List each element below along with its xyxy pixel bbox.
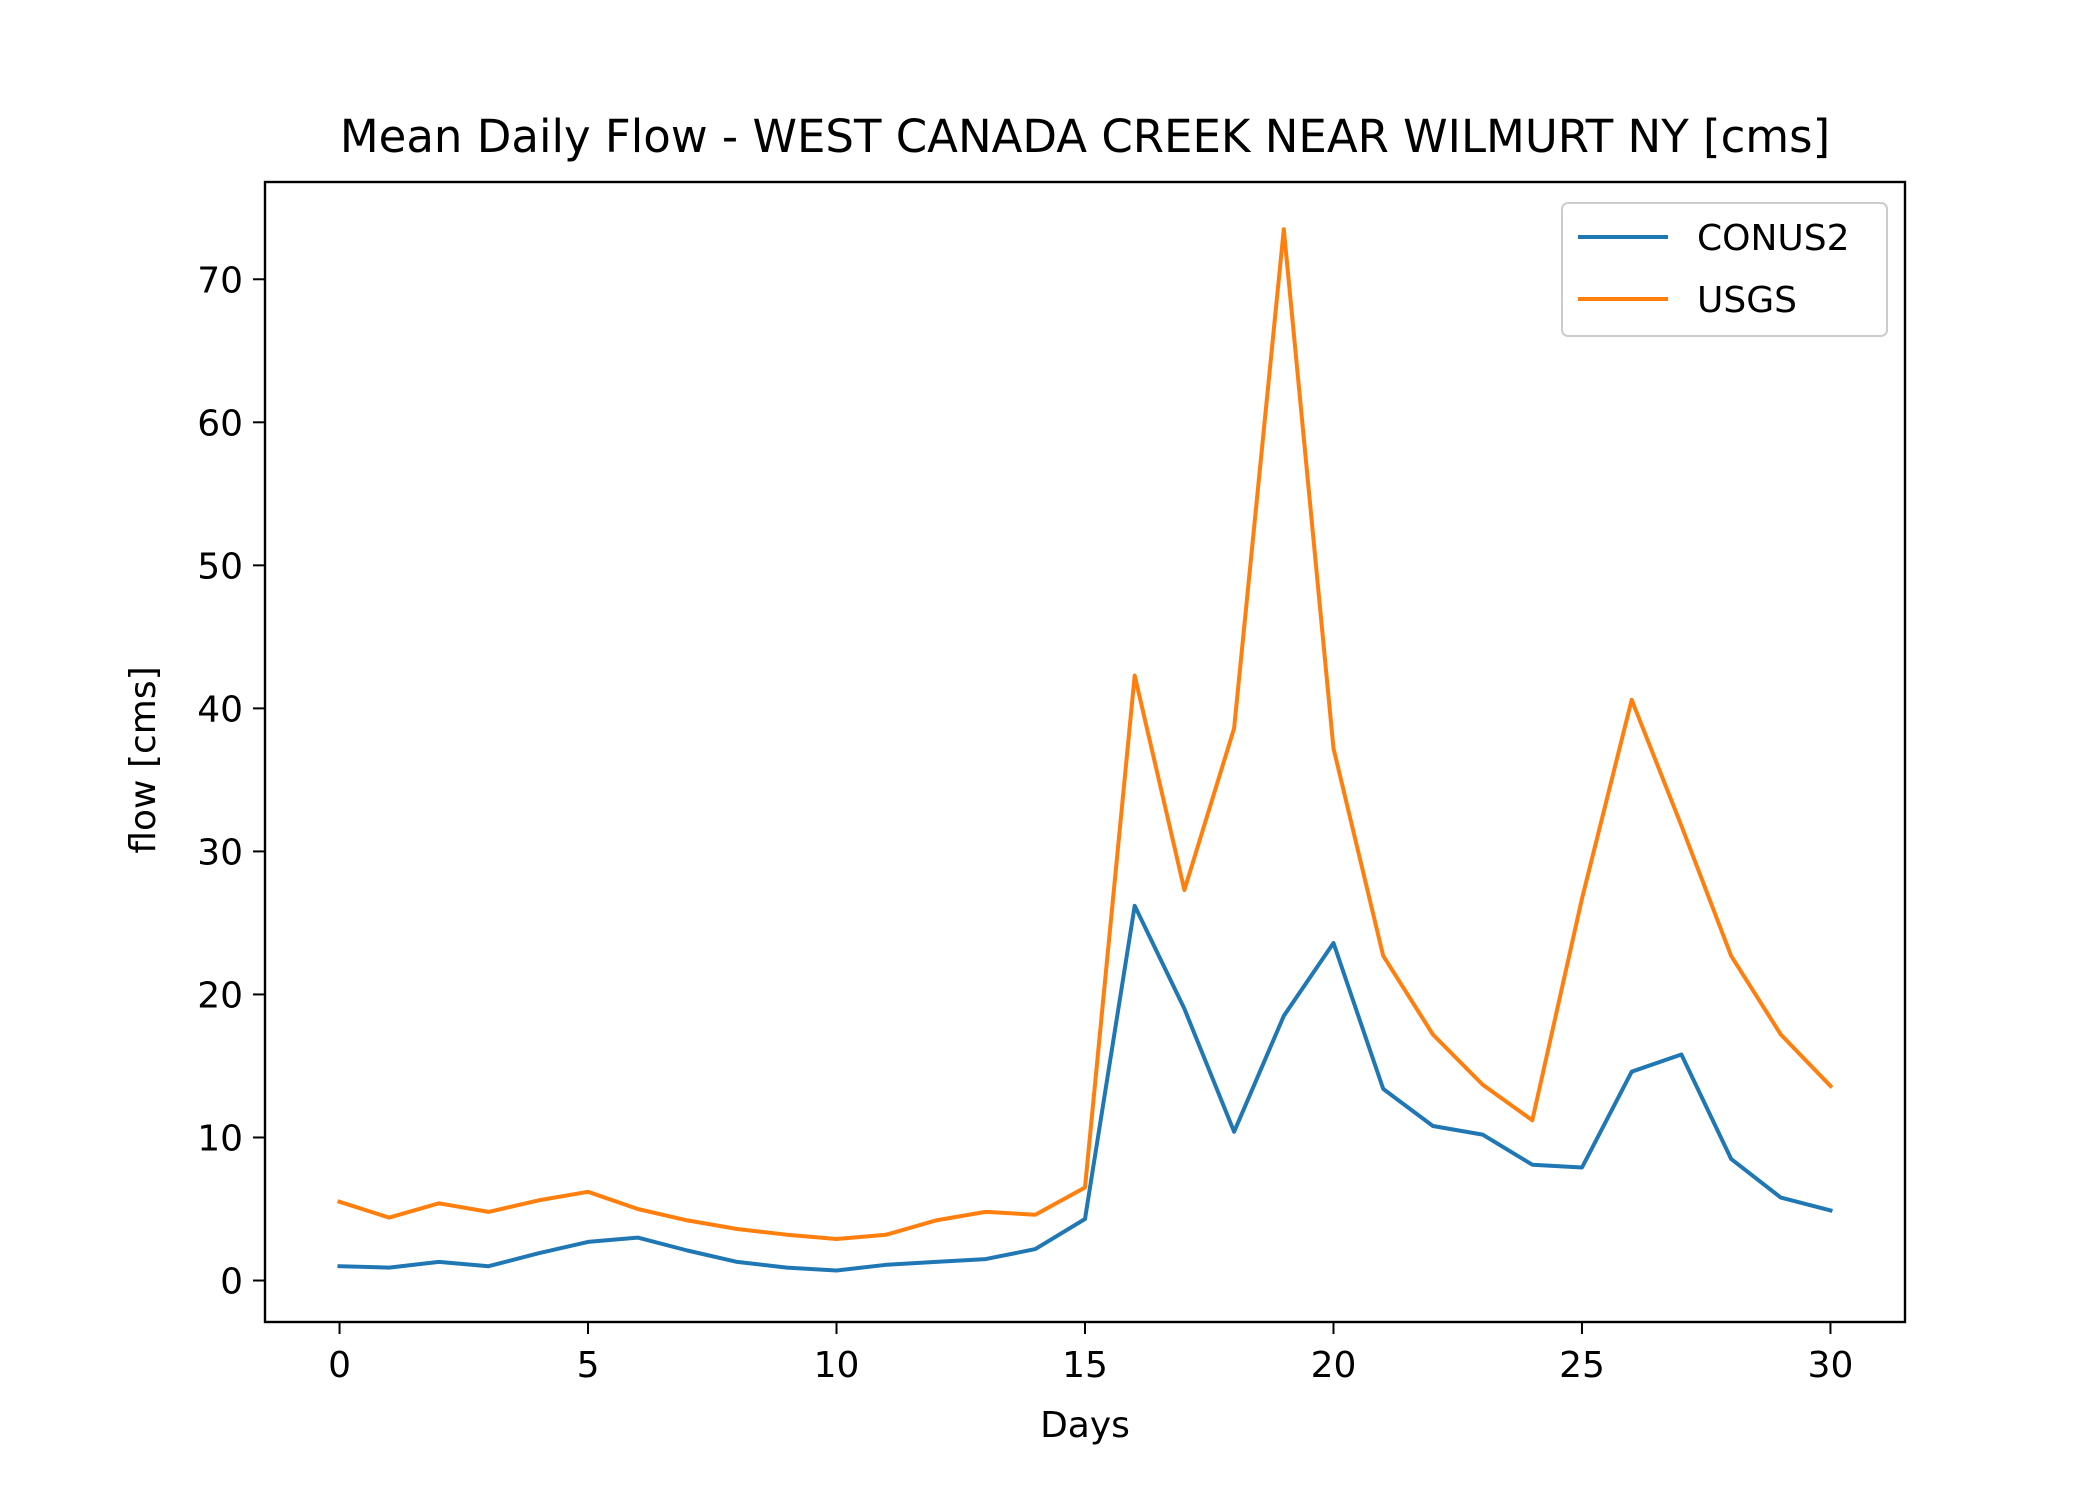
x-tick-label: 5: [577, 1345, 600, 1386]
y-tick-label: 40: [197, 689, 243, 730]
plot-area: 0 5 10 15 20 25 30 0 10 20 30 40 50 60 70: [197, 180, 1907, 1386]
x-axis-label: Days: [1040, 1405, 1130, 1446]
y-axis-label: flow [cms]: [123, 666, 164, 853]
x-tick-label: 20: [1311, 1345, 1357, 1386]
y-tick-label: 30: [197, 832, 243, 873]
x-tick-label: 0: [328, 1345, 351, 1386]
y-tick-label: 0: [220, 1262, 243, 1303]
y-tick-label: 10: [197, 1118, 243, 1159]
y-tick-label: 60: [197, 403, 243, 444]
series-line-usgs: [336, 227, 1834, 1241]
x-tick-label: 30: [1808, 1345, 1854, 1386]
chart-title: Mean Daily Flow - WEST CANADA CREEK NEAR…: [340, 110, 1830, 163]
y-tick-label: 70: [197, 260, 243, 301]
y-tick-label: 20: [197, 975, 243, 1016]
legend-label-usgs: USGS: [1697, 280, 1797, 321]
legend-label-conus2: CONUS2: [1697, 218, 1850, 259]
x-tick-label: 25: [1559, 1345, 1605, 1386]
x-tick-label: 10: [814, 1345, 860, 1386]
x-tick-label: 15: [1062, 1345, 1108, 1386]
y-tick-label: 50: [197, 546, 243, 587]
series-line-conus2: [337, 903, 1833, 1273]
legend: CONUS2 USGS: [1561, 202, 1888, 337]
